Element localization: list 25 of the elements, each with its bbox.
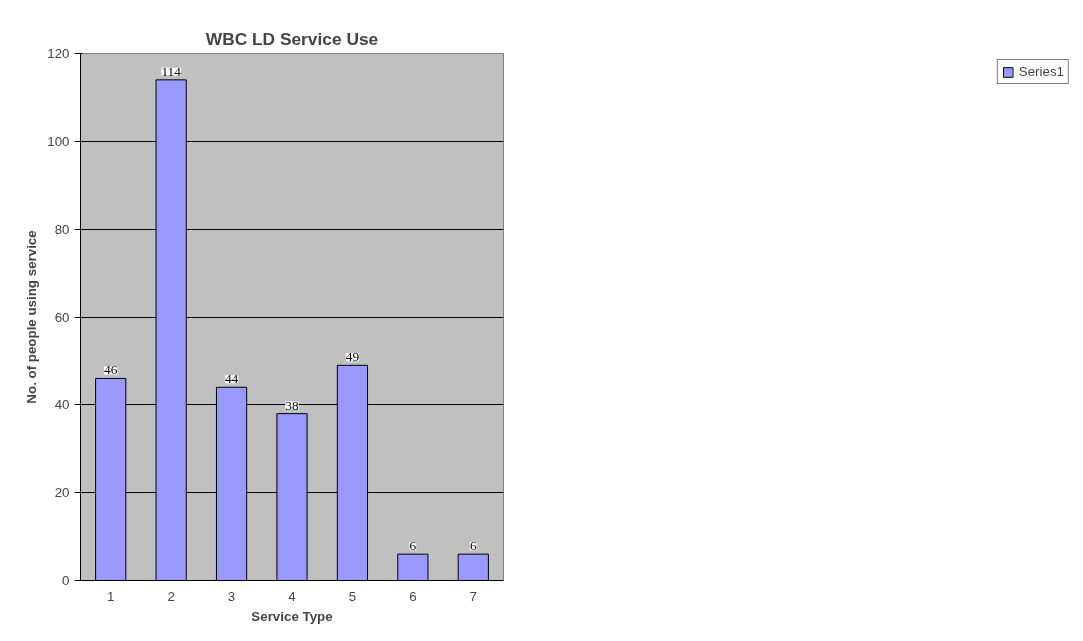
y-axis-title: No. of people using service [24, 230, 40, 404]
data-label: 38 [285, 397, 299, 413]
x-axis-title: Service Type [251, 608, 333, 624]
data-label: 46 [104, 362, 118, 378]
x-tick-label: 4 [288, 588, 297, 604]
x-tick-label: 7 [469, 588, 477, 604]
y-tick-label: 120 [47, 46, 70, 61]
x-tick-label: 6 [409, 588, 417, 604]
x-tick-label: 5 [348, 588, 357, 604]
y-tick-label: 40 [54, 397, 70, 413]
y-tick-label: 80 [54, 221, 70, 237]
chart-title: WBC LD Service Use [205, 28, 379, 49]
x-tick-label: 1 [107, 588, 115, 604]
data-label: 114 [161, 63, 182, 79]
data-label: 49 [345, 349, 360, 365]
y-tick-label: 100 [47, 133, 70, 149]
data-label: 6 [469, 538, 477, 554]
data-label: 6 [409, 538, 417, 554]
data-label: 44 [224, 371, 239, 387]
legend-label: Series1 [1018, 64, 1064, 79]
x-tick-label: 2 [167, 588, 175, 604]
y-tick-label: 20 [54, 485, 70, 501]
y-tick-label: 0 [62, 573, 70, 588]
y-tick-label: 60 [54, 309, 70, 325]
x-tick-label: 3 [227, 588, 236, 604]
